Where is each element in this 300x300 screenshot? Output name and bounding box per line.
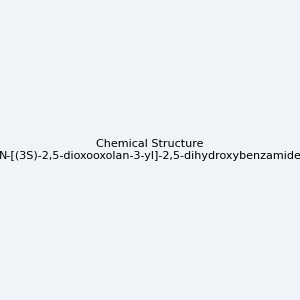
- Text: Chemical Structure
N-[(3S)-2,5-dioxooxolan-3-yl]-2,5-dihydroxybenzamide: Chemical Structure N-[(3S)-2,5-dioxooxol…: [0, 139, 300, 161]
